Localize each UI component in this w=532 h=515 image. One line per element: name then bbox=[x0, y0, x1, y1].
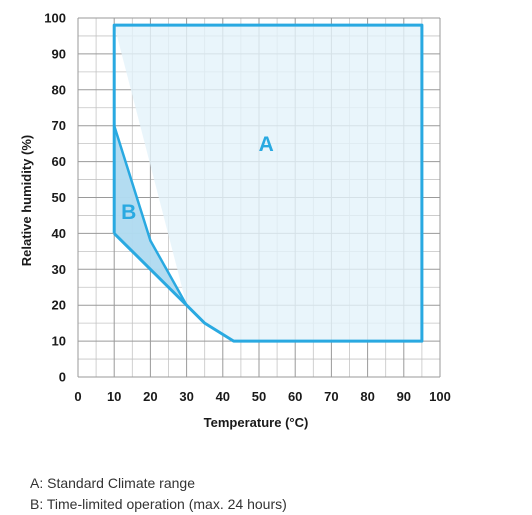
x-tick-label: 100 bbox=[429, 389, 451, 404]
y-tick-label: 40 bbox=[52, 226, 66, 241]
x-tick-label: 50 bbox=[252, 389, 266, 404]
y-axis-label: Relative humidity (%) bbox=[19, 135, 34, 266]
x-tick-label: 40 bbox=[216, 389, 230, 404]
region-a-outline bbox=[112, 23, 424, 343]
region-outline bbox=[112, 23, 424, 343]
region-labels: AB bbox=[121, 133, 274, 224]
y-tick-label: 30 bbox=[52, 262, 66, 277]
x-tick-label: 30 bbox=[179, 389, 193, 404]
x-tick-label: 80 bbox=[360, 389, 374, 404]
region-label-a: A bbox=[259, 133, 274, 156]
y-tick-label: 100 bbox=[44, 11, 66, 26]
x-tick-label: 70 bbox=[324, 389, 338, 404]
y-tick-label: 70 bbox=[52, 118, 66, 133]
region-b-upper-edge bbox=[113, 125, 188, 306]
humidity-temperature-chart: 0 10 20 30 40 50 60 70 80 90 100 0 10 20 30 40 50 60 70 80… bbox=[19, 11, 451, 431]
x-tick-label: 60 bbox=[288, 389, 302, 404]
region-b-area bbox=[114, 125, 187, 306]
x-tick-label: 20 bbox=[143, 389, 157, 404]
legend-entry-a: A: Standard Climate range bbox=[30, 475, 195, 491]
y-tick-label: 60 bbox=[52, 154, 66, 169]
y-tick-label: 90 bbox=[52, 46, 66, 61]
y-tick-label: 20 bbox=[52, 298, 66, 313]
region-label-b: B bbox=[121, 201, 136, 224]
x-tick-label: 90 bbox=[397, 389, 411, 404]
y-tick-labels: 0 10 20 30 40 50 60 70 80 90 100 bbox=[44, 11, 66, 385]
y-tick-label: 50 bbox=[52, 190, 66, 205]
chart-regions bbox=[114, 25, 422, 342]
x-tick-label: 10 bbox=[107, 389, 121, 404]
y-tick-label: 80 bbox=[52, 82, 66, 97]
x-axis-label: Temperature (°C) bbox=[204, 415, 309, 430]
y-tick-label: 10 bbox=[52, 334, 66, 349]
x-tick-label: 0 bbox=[74, 389, 81, 404]
y-tick-label: 0 bbox=[59, 370, 66, 385]
region-a-area bbox=[114, 25, 422, 342]
legend-entry-b: B: Time-limited operation (max. 24 hours… bbox=[30, 496, 287, 512]
x-tick-labels: 0 10 20 30 40 50 60 70 80 90 100 bbox=[74, 389, 450, 404]
